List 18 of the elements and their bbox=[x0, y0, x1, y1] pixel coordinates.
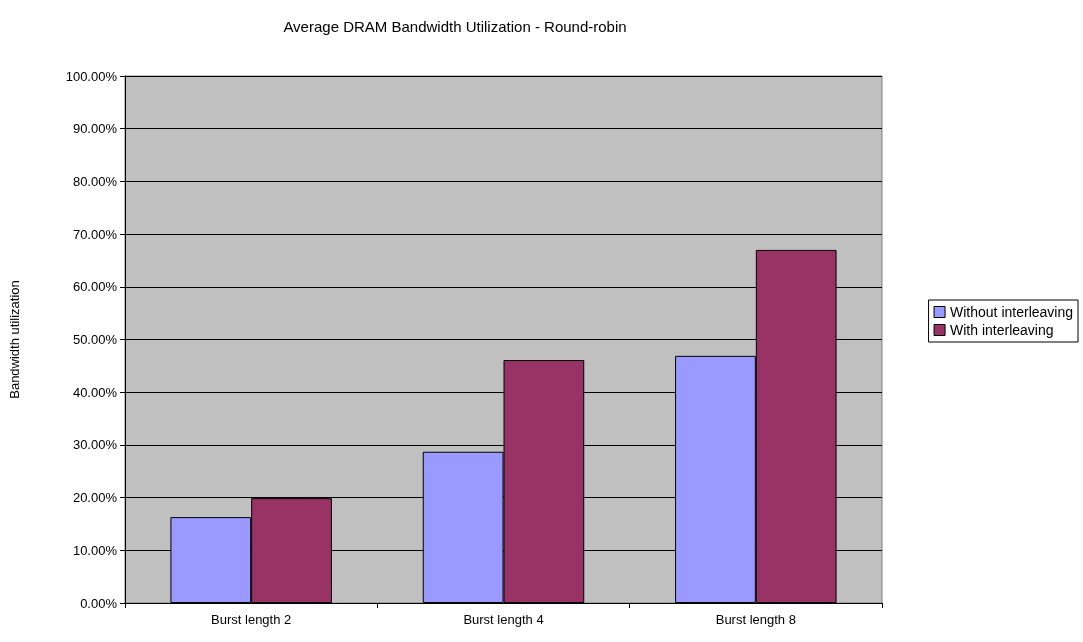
y-axis-title: Bandwidth utilization bbox=[7, 280, 22, 399]
y-tick-label: 20.00% bbox=[72, 490, 118, 506]
y-tick-label: 60.00% bbox=[72, 279, 118, 295]
y-tick-label: 50.00% bbox=[72, 332, 118, 347]
x-tick-label: Burst length 8 bbox=[715, 612, 796, 627]
chart-title: Average DRAM Bandwidth Utilization - Round-robin bbox=[283, 18, 627, 35]
x-tick-label: Burst length 2 bbox=[211, 612, 292, 627]
y-tick-label: 90.00% bbox=[72, 121, 118, 137]
legend-label: With interleaving bbox=[950, 322, 1054, 338]
y-tick-label: 30.00% bbox=[72, 437, 118, 453]
y-tick-label: 80.00% bbox=[72, 173, 118, 189]
y-tick-label: 0.00% bbox=[80, 595, 118, 611]
y-tick-label: 10.00% bbox=[72, 542, 118, 558]
y-tick-label: 100.00% bbox=[65, 68, 118, 84]
y-tick-label: 40.00% bbox=[72, 384, 118, 400]
legend-label: Without interleaving bbox=[950, 304, 1073, 320]
x-tick-label: Burst length 4 bbox=[463, 612, 544, 627]
y-tick-label: 70.00% bbox=[72, 226, 118, 242]
